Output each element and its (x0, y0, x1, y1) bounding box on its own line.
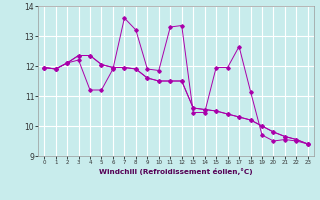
X-axis label: Windchill (Refroidissement éolien,°C): Windchill (Refroidissement éolien,°C) (99, 168, 253, 175)
